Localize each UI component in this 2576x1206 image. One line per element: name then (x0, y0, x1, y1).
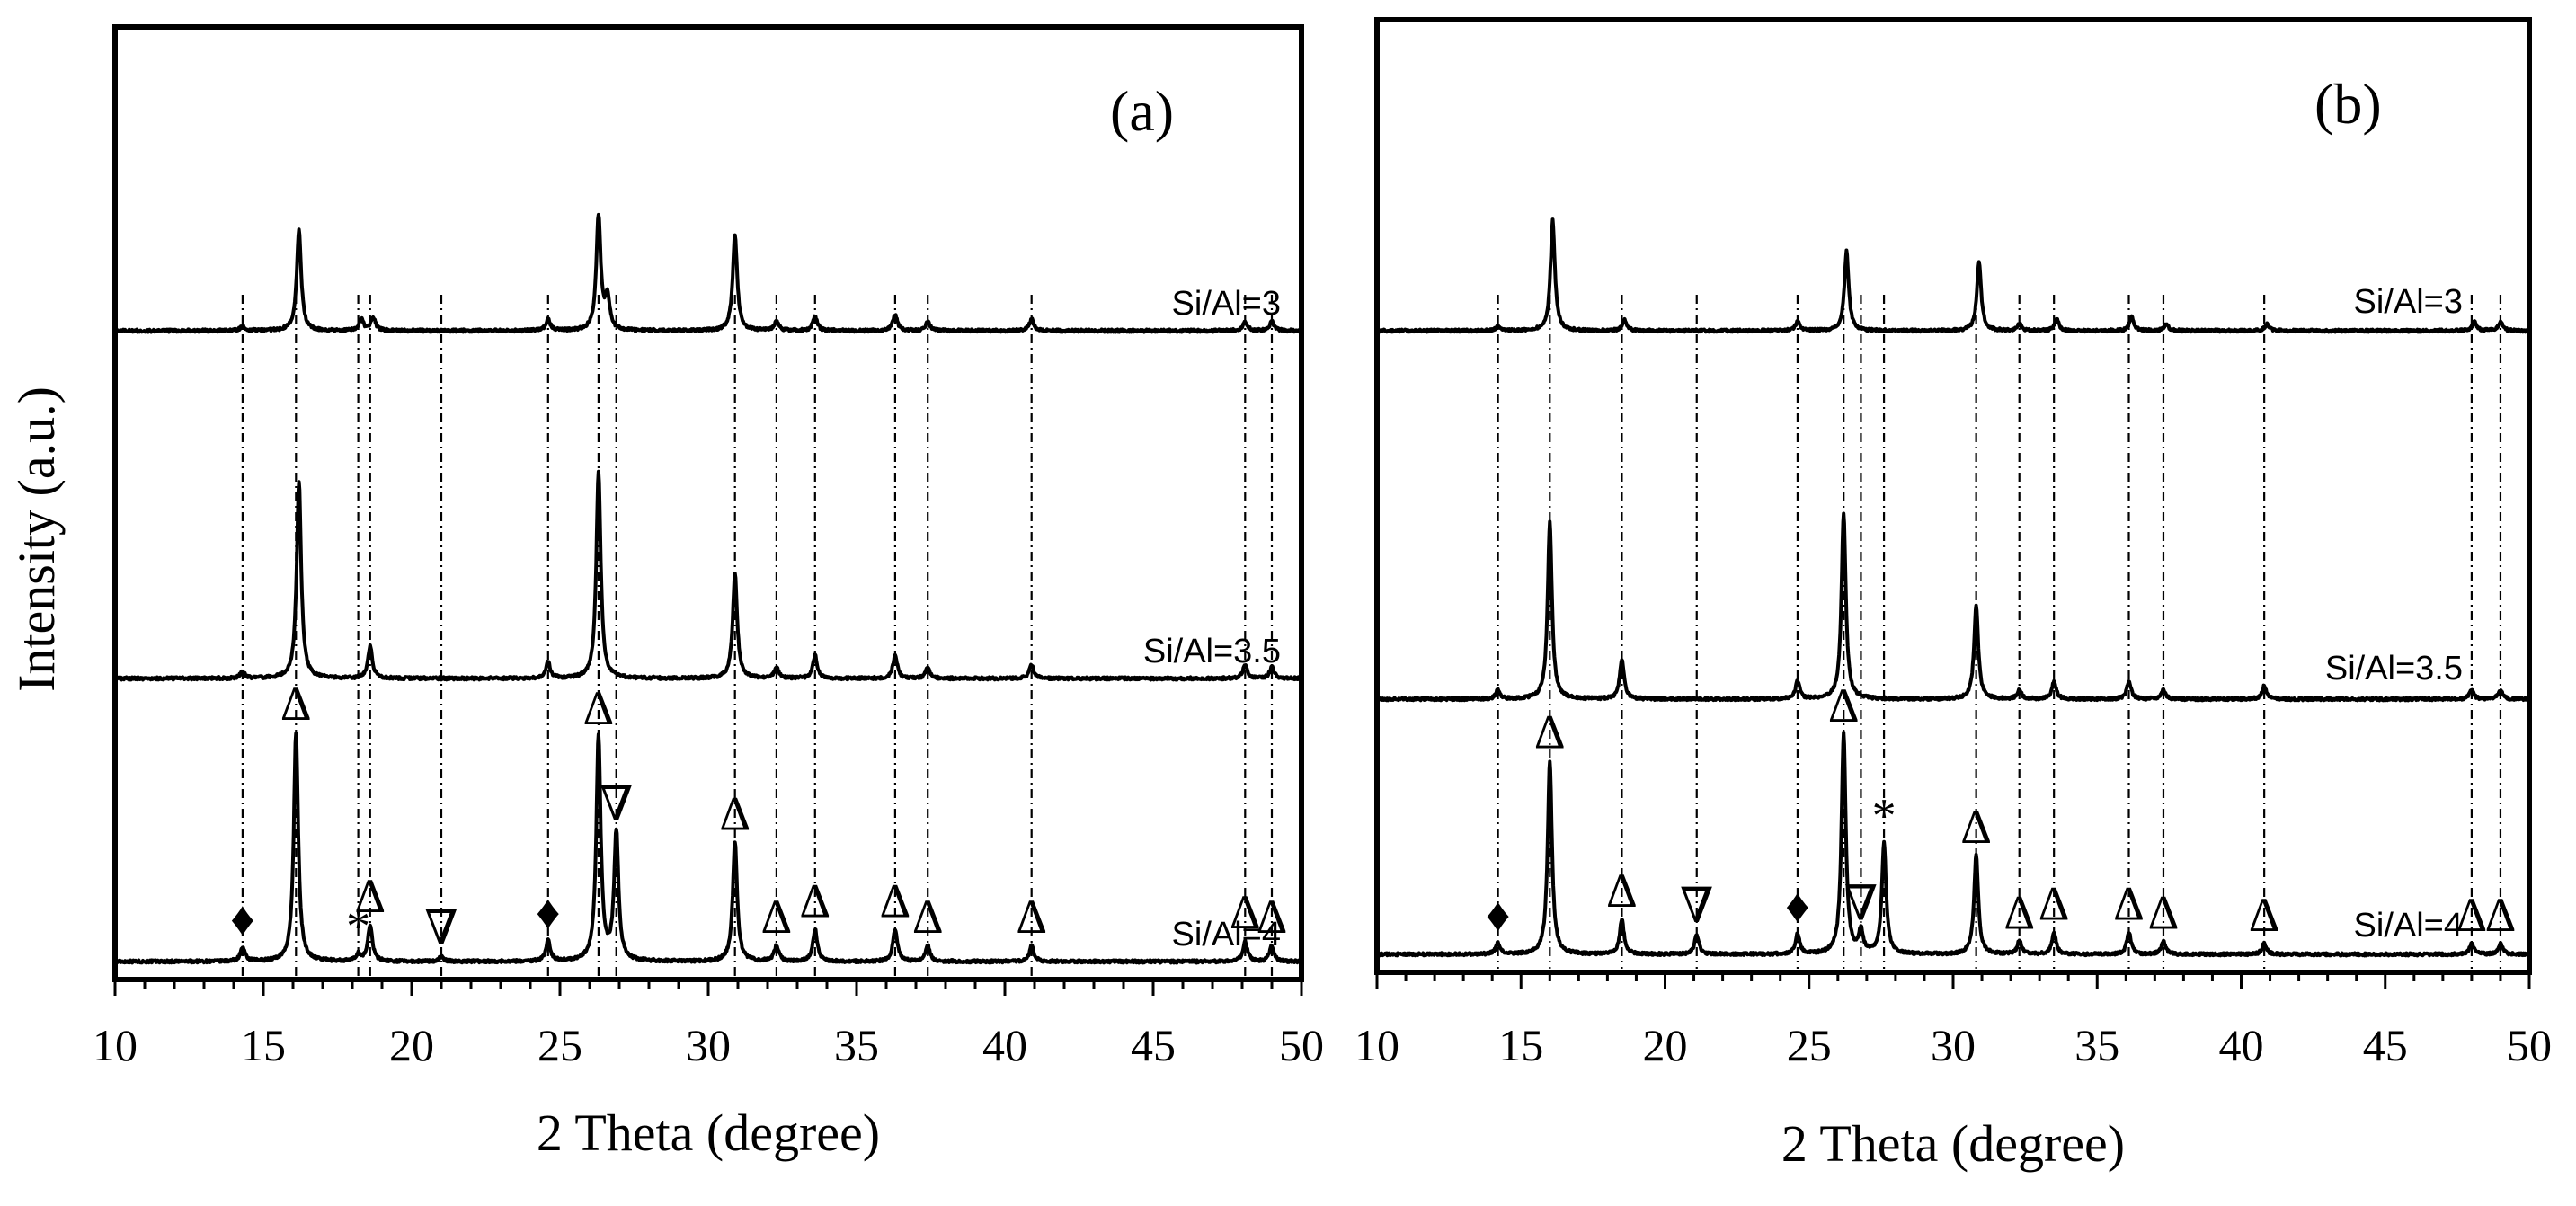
panel-a-x-tick-label: 15 (241, 1020, 286, 1070)
panel-b-series-label: Si/Al=3.5 (2325, 650, 2463, 687)
panel-a-x-tick-label: 35 (834, 1020, 879, 1070)
panel-a: ♦Δ*Δ∇ ♦Δ∇ ΔΔ Δ Δ Δ Δ ΔΔ 10 15 20 25 30 35 40 45 50 Si/A… (93, 24, 1324, 1162)
panel-b-trace-si-al-4 (1375, 731, 2531, 958)
panel-b-peak-marker: ∇ (1680, 879, 1714, 933)
panel-b-series-label: Si/Al=4 (2354, 907, 2463, 944)
panel-b-peak-marker: Δ (1606, 864, 1638, 918)
panel-b-x-ticks (1375, 972, 2531, 989)
panel-b-x-tick-label: 30 (1931, 1020, 1976, 1070)
panel-b-x-tick-label: 25 (1787, 1020, 1832, 1070)
panel-a-peak-marker: Δ (354, 869, 386, 923)
panel-a-peak-marker: Δ (1230, 885, 1261, 939)
panel-a-x-axis-label: 2 Theta (degree) (537, 1104, 880, 1162)
panel-b-trace-si-al-3-5 (1375, 511, 2531, 703)
panel-b-x-tick-label: 40 (2219, 1020, 2264, 1070)
panel-a-title: (a) (1110, 79, 1174, 143)
panel-b-peak-marker: Δ (2039, 877, 2070, 931)
panel-a-x-tick-label: 25 (537, 1020, 582, 1070)
panel-a-x-tick-labels: 10 15 20 25 30 35 40 45 50 (93, 1020, 1324, 1070)
panel-a-peak-marker: ∇ (424, 901, 458, 955)
panel-b-x-tick-label: 50 (2507, 1020, 2552, 1070)
panel-a-peak-marker: * (346, 899, 370, 953)
panel-a-peak-marker: Δ (912, 890, 944, 944)
panel-a-traces (113, 212, 1303, 965)
panel-b-peak-marker: Δ (2249, 888, 2280, 942)
panel-b: ♦ΔΔ ∇ ♦Δ∇* ΔΔ Δ Δ Δ Δ ΔΔ 10 15 20 25 30 35 40 45 50 Si/A… (1355, 17, 2552, 1173)
panel-b-series-label: Si/Al=3 (2354, 283, 2463, 321)
panel-a-x-tick-label: 10 (93, 1020, 138, 1070)
panel-b-peak-marker: Δ (2456, 888, 2488, 942)
panel-a-series-label: Si/Al=3 (1172, 285, 1281, 323)
panel-b-peak-marker: Δ (2148, 885, 2180, 939)
panel-b-peak-marker: Δ (1828, 678, 1860, 732)
panel-a-peak-marker: ∇ (600, 777, 634, 831)
panel-b-peak-marker: ♦ (1785, 879, 1810, 933)
panel-a-peak-marker: Δ (761, 890, 793, 944)
panel-a-peak-marker: Δ (280, 677, 312, 731)
panel-a-x-ticks (113, 980, 1303, 996)
panel-a-trace-si-al-4 (113, 732, 1303, 965)
panel-a-peak-marker: Δ (880, 873, 911, 927)
panel-b-peak-marker: Δ (1534, 705, 1566, 758)
panel-b-x-tick-label: 20 (1643, 1020, 1688, 1070)
panel-b-trace-si-al-3 (1375, 217, 2531, 334)
panel-a-peak-marker: Δ (719, 786, 751, 840)
panel-b-title: (b) (2314, 72, 2382, 136)
panel-b-peak-marker: Δ (2003, 885, 2035, 939)
panel-a-peak-marker: ♦ (536, 885, 561, 939)
panel-b-peak-markers: ♦ΔΔ ∇ ♦Δ∇* ΔΔ Δ Δ Δ Δ ΔΔ (1486, 678, 2516, 942)
panel-a-peak-marker: Δ (799, 873, 831, 927)
panel-b-peak-marker: * (1872, 789, 1896, 843)
panel-b-peak-marker: Δ (2485, 888, 2517, 942)
panel-a-x-tick-label: 30 (686, 1020, 731, 1070)
panel-b-traces (1375, 217, 2531, 958)
panel-b-peak-marker: Δ (1960, 800, 1992, 854)
panel-a-x-tick-label: 50 (1279, 1020, 1324, 1070)
panel-a-x-tick-label: 45 (1131, 1020, 1176, 1070)
panel-b-x-tick-labels: 10 15 20 25 30 35 40 45 50 (1355, 1020, 2552, 1070)
panel-a-peak-marker: Δ (583, 681, 615, 735)
panel-a-peak-marker: ♦ (230, 892, 255, 946)
panel-b-peak-marker: ∇ (1844, 877, 1879, 931)
panel-b-x-tick-label: 15 (1498, 1020, 1543, 1070)
panel-a-series-label: Si/Al=3.5 (1143, 633, 1281, 670)
panel-b-x-axis-label: 2 Theta (degree) (1781, 1114, 2125, 1173)
panel-a-trace-si-al-3-5 (113, 469, 1303, 682)
panel-a-x-tick-label: 40 (982, 1020, 1027, 1070)
panel-b-peak-marker: Δ (2113, 877, 2145, 931)
panel-a-reference-lines (241, 295, 1274, 976)
panel-b-x-tick-label: 35 (2074, 1020, 2119, 1070)
panel-b-x-tick-label: 10 (1355, 1020, 1399, 1070)
panel-a-series-label: Si/Al=4 (1172, 916, 1281, 953)
y-axis-label: Intensity (a.u.) (7, 386, 66, 692)
panel-a-series-labels: Si/Al=4 Si/Al=3.5 Si/Al=3 (1143, 285, 1281, 953)
panel-a-peak-marker: Δ (1257, 890, 1288, 944)
panel-a-peak-markers: ♦Δ*Δ∇ ♦Δ∇ ΔΔ Δ Δ Δ Δ ΔΔ (230, 677, 1287, 955)
panel-b-x-tick-label: 45 (2363, 1020, 2408, 1070)
panel-b-peak-marker: ♦ (1486, 888, 1511, 942)
panel-a-x-tick-label: 20 (389, 1020, 434, 1070)
panel-a-peak-marker: Δ (1016, 890, 1047, 944)
panel-b-series-labels: Si/Al=4 Si/Al=3.5 Si/Al=3 (2325, 283, 2463, 944)
panel-a-trace-si-al-3 (113, 212, 1303, 334)
